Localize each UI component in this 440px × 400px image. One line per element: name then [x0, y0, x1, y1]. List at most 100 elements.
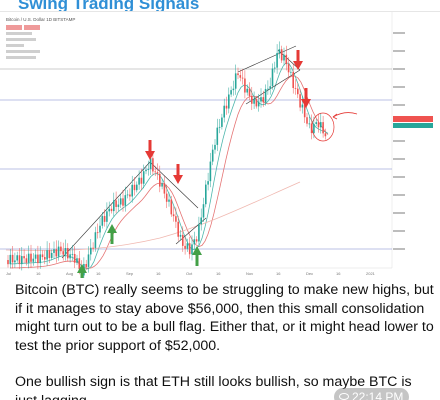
candle-body-94: [223, 105, 225, 118]
candle-body-116: [274, 67, 276, 69]
candle-body-89: [211, 149, 214, 162]
candle-body-77: [184, 245, 186, 249]
candle-body-124: [292, 71, 294, 88]
candle-body-63: [152, 158, 154, 172]
x-tick-label-8: Nov: [246, 271, 253, 276]
candle-body-36: [90, 247, 92, 255]
candle-body-3: [14, 260, 16, 263]
candle-body-104: [246, 88, 248, 93]
candle-body-85: [202, 204, 205, 218]
candle-body-53: [129, 194, 131, 197]
candle-body-105: [248, 88, 251, 96]
ma-slow-line: [9, 75, 329, 269]
candle-body-132: [310, 123, 313, 134]
candle-body-0: [7, 260, 9, 265]
x-tick-label-11: 16: [336, 271, 341, 276]
candle-body-44: [108, 208, 110, 212]
time-axis: Jul 16 Aug 16 Sep 16 Oct 16 Nov 16 Dec 16 2021: [6, 271, 376, 276]
candle-body-106: [251, 95, 253, 104]
candle-body-21: [55, 249, 58, 257]
candle-body-72: [172, 214, 175, 217]
candle-body-38: [94, 232, 97, 248]
candle-body-75: [179, 234, 182, 237]
buy-arrow-head-2: [192, 246, 202, 255]
candle-body-34: [85, 264, 87, 267]
current-price-label: [393, 116, 433, 122]
candle-body-78: [186, 243, 189, 249]
candle-body-25: [64, 248, 67, 255]
candle-body-133: [313, 123, 315, 134]
candle-body-64: [154, 171, 156, 173]
candle-body-107: [253, 98, 255, 104]
candle-body-108: [255, 98, 258, 107]
sell-arrow-shaft-0: [148, 140, 152, 152]
candle-body-138: [324, 133, 327, 137]
candle-body-99: [234, 73, 237, 89]
candle-body-67: [161, 183, 163, 187]
candle-body-71: [170, 199, 173, 215]
candle-body-74: [177, 221, 179, 237]
candle-body-22: [57, 246, 60, 257]
chart-image[interactable]: Bitcoin / U.S. Dollar 1D BITSTAMP: [0, 11, 440, 278]
x-tick-label-9: 16: [276, 271, 281, 276]
candle-body-111: [262, 97, 265, 103]
candle-body-50: [122, 198, 124, 206]
candle-body-46: [113, 200, 115, 212]
candle-body-59: [142, 171, 145, 184]
candle-body-18: [48, 250, 51, 258]
candle-body-97: [230, 90, 232, 95]
candle-body-121: [285, 54, 288, 65]
candle-body-90: [214, 144, 216, 150]
candle-body-47: [115, 200, 117, 207]
candle-body-73: [175, 216, 177, 222]
candle-body-93: [221, 117, 223, 127]
candle-body-55: [133, 184, 136, 191]
candle-body-6: [21, 256, 23, 265]
message-time: 22:14 PM: [352, 390, 404, 400]
candle-body-81: [193, 239, 196, 245]
candle-body-45: [110, 208, 113, 212]
buy-arrow-shaft-2: [195, 254, 199, 266]
trendline-4: [245, 69, 301, 105]
x-tick-label-1: 16: [36, 271, 41, 276]
candle-body-109: [257, 101, 260, 107]
consolidation-circle: [311, 112, 335, 142]
candle-body-58: [140, 177, 143, 184]
x-tick-label-3: 16: [96, 271, 101, 276]
candle-body-48: [117, 204, 120, 207]
candle-body-2: [11, 254, 14, 263]
candle-body-117: [276, 52, 278, 68]
sell-arrow-shaft-1: [176, 164, 180, 176]
ma-long-line: [5, 181, 301, 252]
candle-body-9: [27, 253, 30, 263]
signal-arrows: [77, 50, 311, 278]
sell-arrow-head-0: [145, 151, 155, 160]
x-tick-label-6: Oct: [186, 271, 193, 276]
candle-body-43: [106, 211, 108, 222]
candle-body-12: [34, 254, 37, 259]
message-paragraph-1: Bitcoin (BTC) really seems to be struggl…: [15, 282, 434, 354]
candle-body-123: [290, 71, 292, 73]
candle-body-95: [225, 105, 228, 109]
candle-body-13: [37, 254, 39, 264]
candle-body-113: [267, 88, 269, 90]
x-tick-label-5: 16: [156, 271, 161, 276]
candle-body-7: [23, 256, 25, 259]
candle-body-11: [32, 258, 35, 262]
x-tick-label-7: 16: [216, 271, 221, 276]
candle-body-135: [317, 122, 320, 128]
candle-body-54: [131, 184, 133, 197]
candle-body-98: [232, 88, 235, 91]
candle-body-26: [67, 248, 69, 259]
candle-body-51: [124, 195, 127, 206]
candle-body-100: [237, 73, 239, 76]
candle-body-23: [60, 246, 62, 252]
candle-body-92: [218, 126, 221, 128]
candle-body-118: [278, 49, 281, 53]
candle-body-42: [103, 216, 106, 222]
sell-arrow-shaft-3: [304, 88, 308, 100]
candle-body-127: [299, 94, 301, 108]
trendline-0: [61, 161, 151, 259]
indicator-legend: [6, 25, 40, 59]
candle-body-8: [25, 258, 28, 263]
